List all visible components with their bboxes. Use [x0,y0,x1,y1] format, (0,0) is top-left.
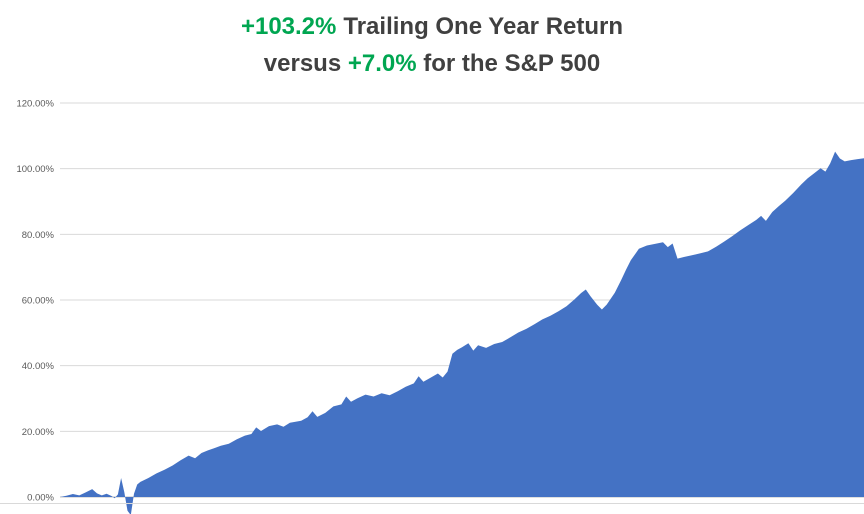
y-tick-label: 20.00% [22,427,55,438]
chart-title-line1-text: Trailing One Year Return [343,13,624,40]
y-tick-label: 40.00% [22,361,55,372]
y-tick-label: 120.00% [16,99,54,110]
chart-title-line2-text: for the S&P 500 [416,50,601,77]
y-tick-label: 0.00% [27,493,54,504]
benchmark-value-highlight: +7.0% [347,50,417,77]
chart-title-line1: +103.2% Trailing One Year Return [0,8,864,45]
return-value-highlight: +103.2% [240,13,337,40]
y-tick-label: 80.00% [22,230,55,241]
chart-title-line2: versus +7.0% for the S&P 500 [0,45,864,82]
return-area-series [60,151,864,514]
chart-title: +103.2% Trailing One Year Return versus +… [0,8,864,82]
y-tick-label: 100.00% [16,164,54,175]
y-tick-label: 60.00% [22,296,55,307]
chart-title-line2-prefix: versus [263,50,348,77]
